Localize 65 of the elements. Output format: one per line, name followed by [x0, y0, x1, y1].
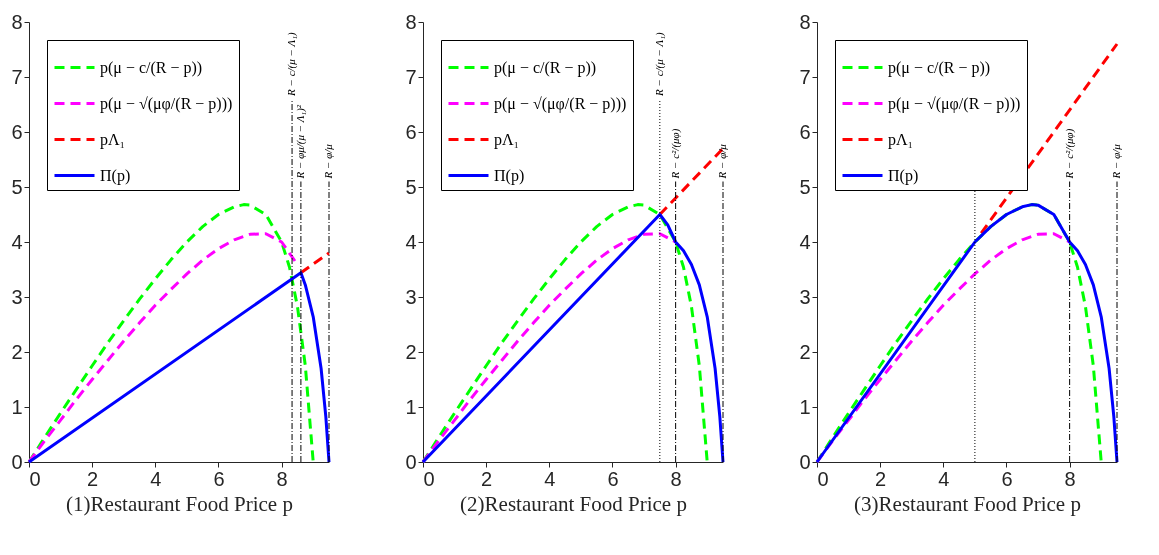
x-tick-label: 2	[875, 467, 887, 490]
x-axis-title: (3)Restaurant Food Price p	[854, 491, 1081, 516]
y-tick-label: 8	[799, 10, 811, 33]
x-tick-label: 8	[670, 467, 682, 490]
y-tick-label: 1	[11, 395, 23, 418]
y-tick-label: 7	[11, 65, 23, 88]
legend-label: Π(p)	[494, 166, 525, 185]
y-tick-label: 0	[405, 450, 417, 473]
x-tick-label: 4	[150, 467, 162, 490]
y-tick-label: 2	[11, 340, 23, 363]
legend-label: p(μ − c/(R − p))	[494, 58, 597, 77]
legend-label: p(μ − c/(R − p))	[100, 58, 203, 77]
y-tick-label: 0	[11, 450, 23, 473]
y-tick-label: 7	[405, 65, 417, 88]
legend-label: p(μ − c/(R − p))	[888, 58, 991, 77]
y-tick-label: 4	[405, 230, 417, 253]
x-axis-title: (2)Restaurant Food Price p	[460, 491, 687, 516]
ref-line-label: R − c/(μ − Λ₁)	[285, 32, 299, 97]
legend-label: Π(p)	[100, 166, 131, 185]
y-tick-label: 5	[799, 175, 811, 198]
x-tick-label: 8	[1064, 467, 1076, 490]
x-tick-label: 0	[29, 467, 41, 490]
x-tick-label: 8	[276, 467, 288, 490]
ref-line-label: R − c²/(μφ)	[668, 128, 682, 180]
ref-line-label: R − c/(μ − Λ₁)	[652, 32, 666, 97]
y-tick-label: 3	[405, 285, 417, 308]
ref-line-label: R − φμ/(μ − Λ₁)²	[293, 104, 307, 180]
ref-line-label: R − c²/(μφ)	[1062, 128, 1076, 180]
y-tick-label: 5	[405, 175, 417, 198]
x-tick-label: 2	[481, 467, 493, 490]
x-tick-label: 4	[544, 467, 556, 490]
ref-line-label: R − φ/μ	[1110, 143, 1122, 180]
legend-label: p(μ − √(μφ/(R − p)))	[888, 94, 1021, 113]
y-tick-label: 3	[799, 285, 811, 308]
x-tick-label: 6	[213, 467, 225, 490]
y-tick-label: 6	[11, 120, 23, 143]
y-tick-label: 6	[799, 120, 811, 143]
y-tick-label: 4	[11, 230, 23, 253]
x-tick-label: 0	[817, 467, 829, 490]
y-tick-label: 4	[799, 230, 811, 253]
y-tick-label: 1	[799, 395, 811, 418]
y-tick-label: 5	[11, 175, 23, 198]
y-tick-label: 7	[799, 65, 811, 88]
legend-label: Π(p)	[888, 166, 919, 185]
legend-label: pΛ₁	[888, 130, 914, 149]
x-tick-label: 0	[423, 467, 435, 490]
ref-line-label: R − φ/μ	[322, 143, 334, 180]
y-tick-label: 2	[405, 340, 417, 363]
x-axis-title: (1)Restaurant Food Price p	[66, 491, 293, 516]
x-tick-label: 2	[87, 467, 99, 490]
y-tick-label: 1	[405, 395, 417, 418]
legend-label: p(μ − √(μφ/(R − p)))	[100, 94, 233, 113]
y-tick-label: 8	[11, 10, 23, 33]
x-tick-label: 6	[607, 467, 619, 490]
y-tick-label: 6	[405, 120, 417, 143]
x-tick-label: 4	[938, 467, 950, 490]
legend-label: pΛ₁	[494, 130, 520, 149]
y-tick-label: 2	[799, 340, 811, 363]
y-tick-label: 0	[799, 450, 811, 473]
x-tick-label: 6	[1001, 467, 1013, 490]
y-tick-label: 3	[11, 285, 23, 308]
legend-label: p(μ − √(μφ/(R − p)))	[494, 94, 627, 113]
y-tick-label: 8	[405, 10, 417, 33]
legend-label: pΛ₁	[100, 130, 126, 149]
ref-line-label: R − φ/μ	[716, 143, 728, 180]
